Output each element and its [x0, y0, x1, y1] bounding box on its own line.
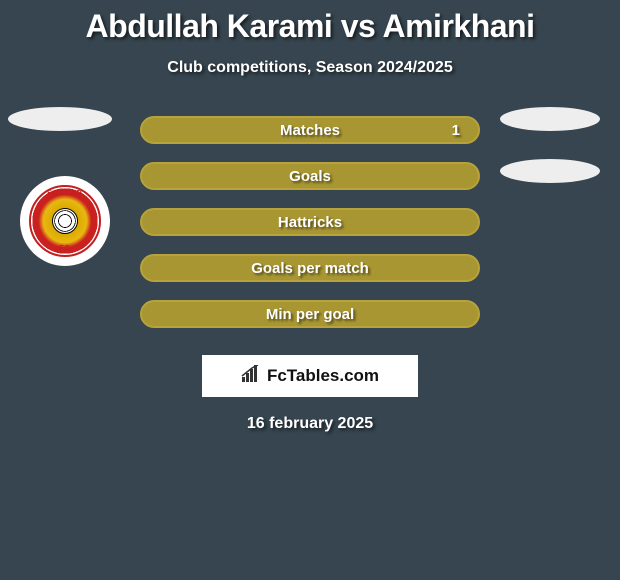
- stat-label: Goals per match: [251, 260, 369, 277]
- stat-row-matches: Matches 1: [0, 107, 620, 153]
- player1-photo-placeholder: [8, 107, 112, 131]
- badge-text-top: FOOLAD: [47, 190, 83, 197]
- player2-photo-placeholder: [500, 107, 600, 131]
- bar-chart-icon: [241, 365, 263, 388]
- player2-club-placeholder: [500, 159, 600, 183]
- subtitle: Club competitions, Season 2024/2025: [0, 59, 620, 77]
- stat-label: Min per goal: [266, 306, 354, 323]
- page-title: Abdullah Karami vs Amirkhani: [0, 0, 620, 45]
- watermark-text: FcTables.com: [267, 366, 379, 386]
- date-label: 16 february 2025: [0, 415, 620, 433]
- badge-text-bottom: FC: [59, 245, 70, 252]
- stat-bar: Goals: [140, 162, 480, 190]
- stat-row-mpg: Min per goal: [0, 291, 620, 337]
- player1-club-badge: FOOLAD FC: [20, 176, 120, 266]
- stat-label: Matches: [280, 122, 340, 139]
- stat-label: Goals: [289, 168, 331, 185]
- badge-circle: FOOLAD FC: [20, 176, 110, 266]
- stat-bar: Matches 1: [140, 116, 480, 144]
- stat-label: Hattricks: [278, 214, 342, 231]
- soccer-ball-icon: [52, 208, 78, 234]
- stat-bar: Min per goal: [140, 300, 480, 328]
- stat-bar: Hattricks: [140, 208, 480, 236]
- stat-bar: Goals per match: [140, 254, 480, 282]
- stat-value: 1: [452, 122, 460, 139]
- badge-inner: FOOLAD FC: [29, 185, 101, 257]
- watermark: FcTables.com: [202, 355, 418, 397]
